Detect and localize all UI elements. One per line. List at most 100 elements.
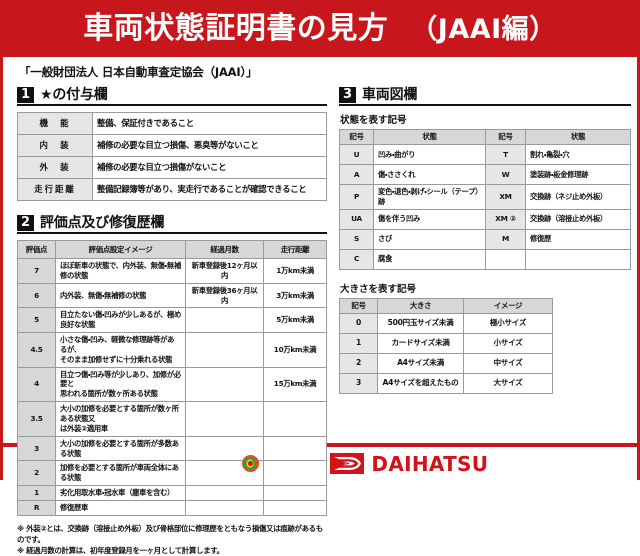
association-line: 「一般財団法人 日本自動車査定協会（JAAI）」 bbox=[19, 65, 258, 79]
score-description-cell: 大小の加修を必要とする箇所が多数ある状態 bbox=[55, 435, 186, 462]
target-circle-icon bbox=[241, 455, 259, 472]
column-header-distance: 走行距離 bbox=[263, 240, 327, 259]
months-cell: 新車登録後12ヶ月以内 bbox=[185, 258, 264, 284]
months-cell bbox=[185, 307, 264, 334]
symbol-cell-empty bbox=[485, 248, 526, 270]
page-title-subtitle: （JAAI編） bbox=[410, 13, 557, 45]
distance-cell bbox=[263, 500, 327, 517]
condition-symbols-caption: 状態を表す記号 bbox=[340, 115, 407, 126]
criteria-key: 機 能 bbox=[17, 112, 93, 135]
table-row: 1 カードサイズ未満 小サイズ bbox=[339, 332, 553, 354]
page-content: 「一般財団法人 日本自動車査定協会（JAAI）」 1 ★の付与欄 機 能 整備、… bbox=[3, 57, 637, 555]
section-3-title: 車両図欄 bbox=[362, 87, 418, 103]
distance-cell bbox=[263, 401, 327, 437]
table-row: 2 加修を必要とする箇所が車両全体にある状態 bbox=[17, 460, 327, 487]
criteria-value: 補修の必要な目立つ損傷がないこと bbox=[92, 156, 327, 179]
criteria-value: 整備記録簿等があり、実走行であることが確認できること bbox=[92, 178, 327, 201]
column-header-size: 大きさ bbox=[377, 297, 464, 314]
months-cell bbox=[185, 401, 264, 437]
score-cell: 3 bbox=[17, 435, 56, 462]
symbol-cell: XM ② bbox=[485, 208, 526, 230]
star-criteria-table: 機 能 整備、保証付きであること 内 装 補修の必要な目立つ損傷、悪臭等がないこ… bbox=[17, 112, 327, 201]
symbol-cell: T bbox=[485, 143, 526, 165]
table-row: 6 内外装、無傷・無補修の状態 新車登録後36ヶ月以内 3万km未満 bbox=[17, 282, 327, 309]
page-header-banner: 車両状態証明書の見方 （JAAI編） bbox=[3, 0, 637, 57]
state-cell: 変色・退色・剥げ・シール（テープ）跡 bbox=[373, 183, 486, 210]
size-image-cell: 中サイズ bbox=[463, 352, 553, 374]
distance-cell: 10万km未満 bbox=[263, 332, 327, 368]
score-cell: 6 bbox=[17, 282, 56, 309]
symbol-cell: W bbox=[485, 163, 526, 185]
distance-cell bbox=[263, 485, 327, 502]
size-symbol-cell: 2 bbox=[339, 352, 378, 374]
table-row: UA 傷を伴う凹み XM ② 交換跡（溶接止め外板） bbox=[339, 208, 631, 230]
distance-cell bbox=[263, 460, 327, 487]
distance-cell: 5万km未満 bbox=[263, 307, 327, 334]
months-cell bbox=[185, 485, 264, 502]
symbol-cell: S bbox=[339, 228, 374, 250]
score-description-cell: ほぼ新車の状態で、内外装、無傷・無補修の状態 bbox=[55, 258, 186, 284]
column-header-size-symbol: 記号 bbox=[339, 297, 378, 314]
state-cell: 塗装跡・板金修理跡 bbox=[525, 163, 631, 185]
symbol-cell: M bbox=[485, 228, 526, 250]
section-1-heading: 1 ★の付与欄 bbox=[17, 87, 327, 106]
size-symbol-cell: 1 bbox=[339, 332, 378, 354]
distance-cell: 1万km未満 bbox=[263, 258, 327, 284]
size-value-cell: カードサイズ未満 bbox=[377, 332, 464, 354]
size-image-cell: 小サイズ bbox=[463, 332, 553, 354]
table-row: A 傷・ささくれ W 塗装跡・板金修理跡 bbox=[339, 163, 631, 185]
score-description-cell: 加修を必要とする箇所が車両全体にある状態 bbox=[55, 460, 186, 487]
condition-symbol-table: 記号 状態 記号 状態 U 凹み・曲がり T 割れ・亀裂・穴 bbox=[339, 129, 631, 270]
state-cell: 割れ・亀裂・穴 bbox=[525, 143, 631, 165]
table-header-row: 記号 大きさ イメージ bbox=[339, 297, 553, 314]
state-cell: 凹み・曲がり bbox=[373, 143, 486, 165]
score-cell: R bbox=[17, 500, 56, 517]
symbol-cell: UA bbox=[339, 208, 374, 230]
score-cell: 3.5 bbox=[17, 401, 56, 437]
section-2-heading: 2 評価点及び修復歴欄 bbox=[17, 215, 327, 234]
state-cell: 交換跡（ネジ止め外板） bbox=[525, 183, 631, 210]
score-description-cell: 目立たない傷・凹みが少しあるが、極め良好な状態 bbox=[55, 307, 186, 334]
months-cell bbox=[185, 366, 264, 403]
daihatsu-mark-icon bbox=[330, 453, 365, 474]
table-row: 2 A4サイズ未満 中サイズ bbox=[339, 352, 553, 374]
daihatsu-logo: DAIHATSU bbox=[330, 453, 488, 474]
symbol-cell: A bbox=[339, 163, 374, 185]
left-column: 1 ★の付与欄 機 能 整備、保証付きであること 内 装 補修の必要な目立つ損傷… bbox=[17, 87, 327, 556]
score-description-cell: 大小の加修を必要とする箇所が数ヶ所ある状態又 は外装②適用車 bbox=[55, 401, 186, 437]
size-value-cell: A4サイズ未満 bbox=[377, 352, 464, 374]
table-row: 7 ほぼ新車の状態で、内外装、無傷・無補修の状態 新車登録後12ヶ月以内 1万k… bbox=[17, 258, 327, 284]
table-row: 内 装 補修の必要な目立つ損傷、悪臭等がないこと bbox=[17, 134, 327, 157]
months-cell bbox=[185, 500, 264, 517]
table-row: 1 劣化用取水車・冠水車（塵車を含む） bbox=[17, 485, 327, 502]
state-cell: 傷を伴う凹み bbox=[373, 208, 486, 230]
footnotes: ※ 外装②とは、交換跡（溶接止め外板）及び骨格部位に修理歴をともなう損傷又は痕跡… bbox=[17, 523, 327, 556]
section-3-number: 3 bbox=[339, 87, 356, 103]
table-row: 機 能 整備、保証付きであること bbox=[17, 112, 327, 135]
criteria-key: 内 装 bbox=[17, 134, 93, 157]
section-1-number: 1 bbox=[17, 87, 34, 103]
score-description-cell: 修復歴車 bbox=[55, 500, 186, 517]
table-header-row: 評価点 評価点設定イメージ 経過月数 走行距離 bbox=[17, 240, 327, 259]
state-cell-empty bbox=[525, 248, 631, 270]
table-row: 外 装 補修の必要な目立つ損傷がないこと bbox=[17, 156, 327, 179]
table-row: 走行距離 整備記録簿等があり、実走行であることが確認できること bbox=[17, 178, 327, 201]
size-image-cell: 大サイズ bbox=[463, 372, 553, 394]
page-title-main: 車両状態証明書の見方 bbox=[83, 10, 389, 46]
table-row: S さび M 修復歴 bbox=[339, 228, 631, 250]
column-header-size-image: イメージ bbox=[463, 297, 553, 314]
table-row: R 修復歴車 bbox=[17, 500, 327, 517]
size-image-cell: 極小サイズ bbox=[463, 312, 553, 334]
state-cell: 交換跡（溶接止め外板） bbox=[525, 208, 631, 230]
table-row: 4.5 小さな傷・凹み、軽微な修理跡等があるが、 そのまま加修せずに十分乗れる状… bbox=[17, 332, 327, 368]
symbol-cell: P bbox=[339, 183, 374, 210]
months-cell: 新車登録後36ヶ月以内 bbox=[185, 282, 264, 309]
page-title: 車両状態証明書の見方 （JAAI編） bbox=[83, 10, 557, 46]
size-symbol-cell: 0 bbox=[339, 312, 378, 334]
score-cell: 4 bbox=[17, 366, 56, 403]
table-row: P 変色・退色・剥げ・シール（テープ）跡 XM 交換跡（ネジ止め外板） bbox=[339, 183, 631, 210]
state-cell: 腐食 bbox=[373, 248, 486, 270]
table-header-row: 記号 状態 記号 状態 bbox=[339, 129, 631, 145]
table-row: U 凹み・曲がり T 割れ・亀裂・穴 bbox=[339, 143, 631, 165]
criteria-key: 外 装 bbox=[17, 156, 93, 179]
